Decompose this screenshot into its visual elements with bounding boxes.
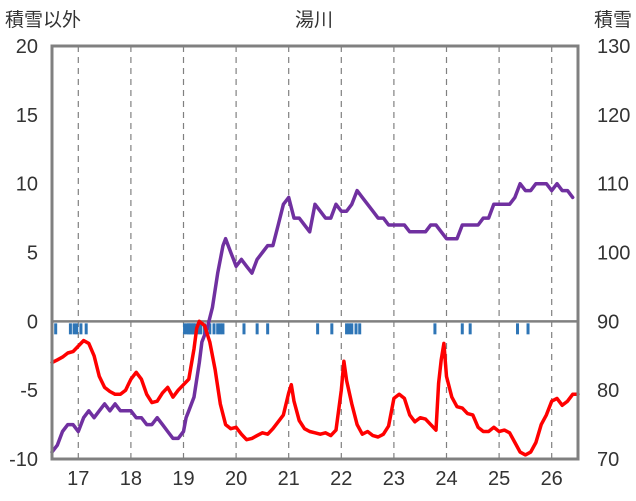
right-axis-label: 積雪 — [594, 9, 632, 31]
series-line-1 — [50, 319, 580, 457]
left-tick-label: 20 — [16, 36, 38, 58]
right-tick-label: 110 — [597, 174, 629, 196]
left-tick-label: -5 — [20, 380, 38, 402]
precip-bar-19 — [218, 323, 222, 335]
x-tick-label: 20 — [225, 468, 247, 490]
x-tick-label: 23 — [383, 468, 405, 490]
right-tick-label: 70 — [597, 449, 619, 471]
precip-bar-11 — [191, 323, 195, 335]
right-tick-label: 80 — [597, 380, 619, 402]
plot-border — [50, 44, 580, 461]
precip-bar-23 — [266, 323, 270, 335]
left-tick-label: 0 — [27, 311, 38, 333]
chart-title: 湯川 — [295, 9, 333, 31]
series-lines — [50, 181, 580, 457]
precip-bar-9 — [188, 323, 192, 335]
precip-bar-3 — [75, 323, 79, 335]
precip-bar-2 — [72, 323, 76, 335]
right-tick-label: 90 — [597, 311, 619, 333]
x-tick-label: 22 — [330, 468, 352, 490]
precip-bar-4 — [79, 323, 83, 335]
precipitation-bars — [54, 323, 530, 335]
right-axis-ticks: 130 120 110 100 90 80 70 — [597, 36, 630, 471]
precip-bar-5 — [84, 323, 88, 335]
precip-bar-14 — [199, 323, 203, 335]
precip-bar-21 — [242, 323, 246, 335]
precip-bar-1 — [68, 323, 72, 335]
precip-bar-29 — [354, 323, 358, 335]
precip-bar-33 — [468, 323, 472, 335]
precip-bar-34 — [516, 323, 520, 335]
x-tick-label: 25 — [488, 468, 510, 490]
left-axis-ticks: 20 15 10 5 0 -5 -10 — [9, 36, 38, 471]
x-tick-label: 19 — [172, 468, 194, 490]
precip-bar-27 — [347, 323, 351, 335]
precip-bar-6 — [183, 323, 187, 335]
left-axis-label: 積雪以外 — [5, 9, 81, 31]
precip-bar-26 — [345, 323, 349, 335]
precip-bar-24 — [316, 323, 320, 335]
left-tick-label: -10 — [9, 449, 38, 471]
precip-bar-18 — [216, 323, 220, 335]
right-tick-label: 120 — [597, 105, 630, 127]
precip-bar-31 — [433, 323, 437, 335]
precip-bar-35 — [526, 323, 530, 335]
precip-bar-25 — [330, 323, 334, 335]
precip-bar-28 — [350, 323, 354, 335]
x-tick-label: 24 — [435, 468, 457, 490]
left-tick-label: 10 — [16, 174, 38, 196]
precip-bar-30 — [358, 323, 362, 335]
x-axis-ticks: 17 18 19 20 21 22 23 24 25 26 — [67, 468, 563, 490]
precip-bar-22 — [255, 323, 259, 335]
precip-bar-17 — [212, 323, 216, 335]
right-tick-label: 100 — [597, 243, 630, 265]
x-tick-label: 17 — [67, 468, 89, 490]
right-tick-label: 130 — [597, 36, 630, 58]
x-tick-label: 21 — [278, 468, 300, 490]
precip-bar-8 — [187, 323, 191, 335]
precip-bar-20 — [221, 323, 225, 335]
precip-bar-10 — [190, 323, 194, 335]
precip-bar-32 — [460, 323, 464, 335]
left-tick-label: 5 — [27, 243, 38, 265]
series-line-0 — [50, 181, 575, 454]
precip-bar-0 — [54, 323, 58, 335]
x-tick-label: 18 — [120, 468, 142, 490]
precip-bar-7 — [185, 323, 189, 335]
x-tick-label: 26 — [541, 468, 563, 490]
left-tick-label: 15 — [16, 105, 38, 127]
grid-lines — [52, 46, 578, 459]
plot-frame — [50, 44, 580, 461]
precip-bar-16 — [208, 323, 212, 335]
